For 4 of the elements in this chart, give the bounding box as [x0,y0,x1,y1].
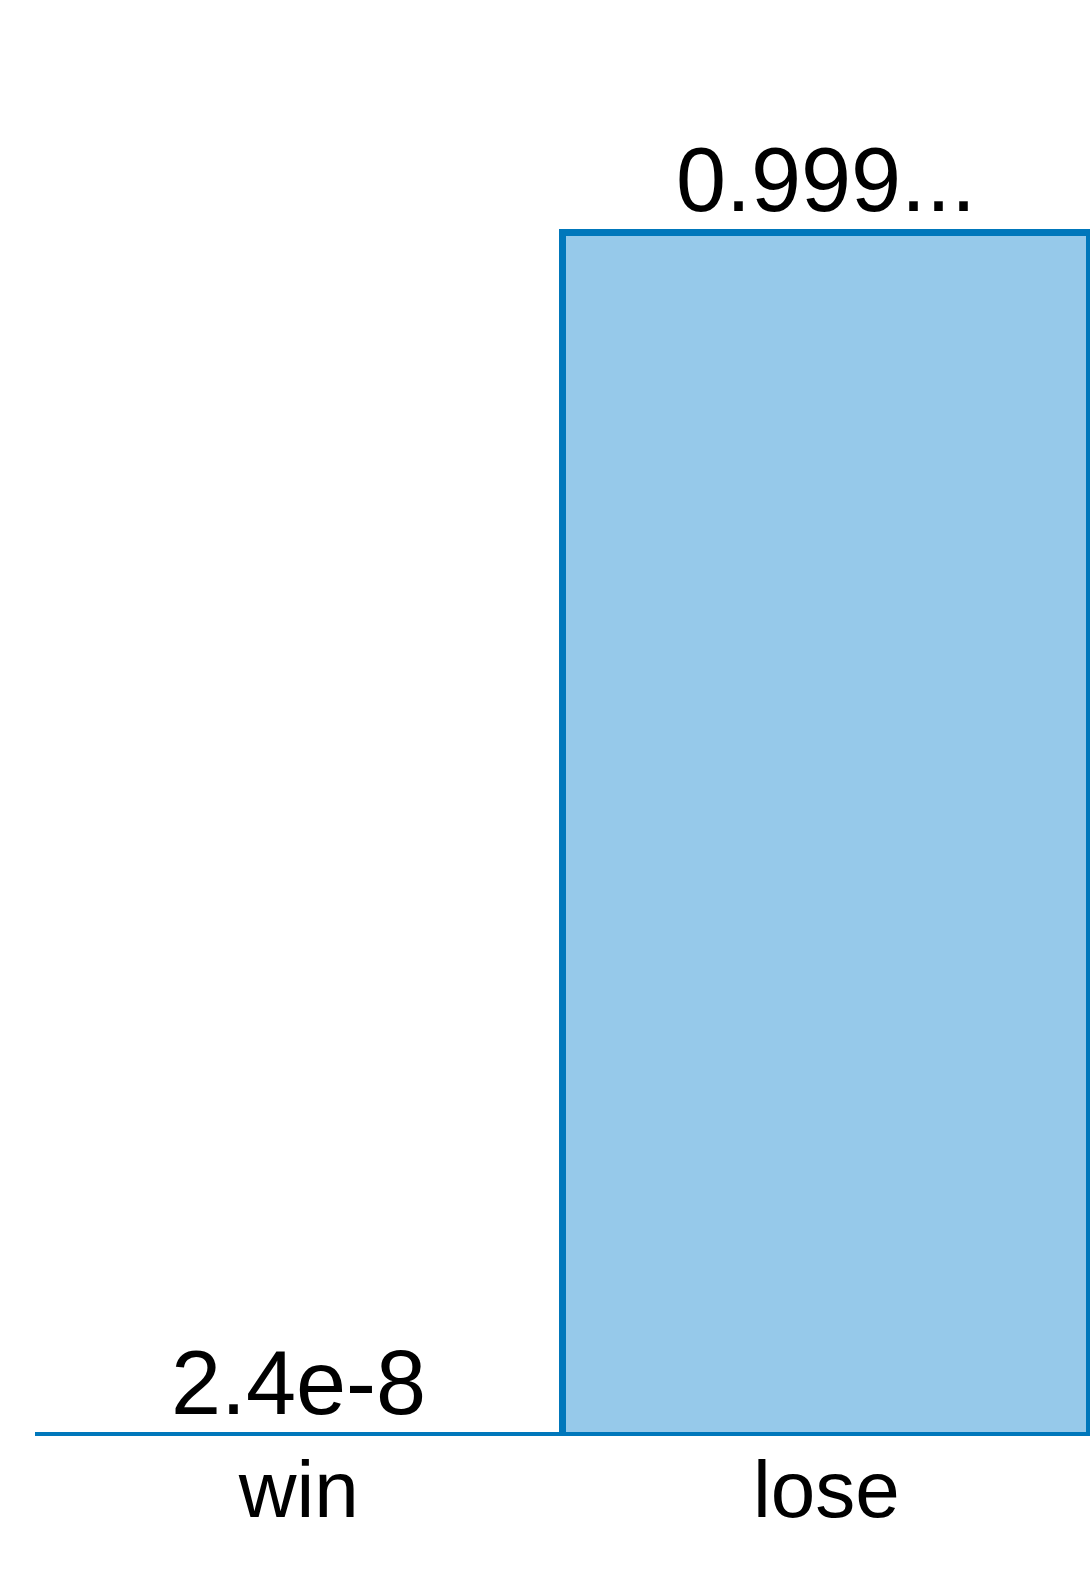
x-tick-label: win [237,1445,359,1534]
x-tick-label: lose [752,1445,900,1534]
data-label: 0.999... [675,129,977,230]
data-label: 2.4e-8 [170,1332,427,1433]
